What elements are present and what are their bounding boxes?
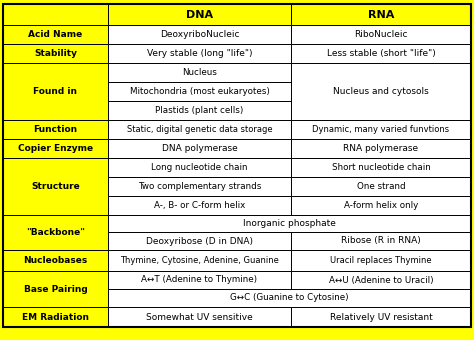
Text: Plastids (plant cells): Plastids (plant cells) <box>155 106 244 115</box>
Text: A-form helix only: A-form helix only <box>344 201 418 210</box>
Bar <box>291 271 471 289</box>
Bar <box>108 44 291 63</box>
Text: Structure: Structure <box>31 182 80 191</box>
Text: Somewhat UV sensitive: Somewhat UV sensitive <box>146 312 253 322</box>
Text: Relatively UV resistant: Relatively UV resistant <box>329 312 432 322</box>
Text: Very stable (long "life"): Very stable (long "life") <box>147 49 252 58</box>
Bar <box>3 4 108 25</box>
Text: Mitochondria (most eukaryotes): Mitochondria (most eukaryotes) <box>129 87 269 96</box>
Bar <box>291 63 471 120</box>
Text: "Backbone": "Backbone" <box>26 228 85 237</box>
Text: DeoxyriboNucleic: DeoxyriboNucleic <box>160 30 239 39</box>
Bar <box>108 196 291 215</box>
Bar <box>291 25 471 44</box>
Bar <box>3 139 108 158</box>
Bar <box>3 120 108 139</box>
Text: Copier Enzyme: Copier Enzyme <box>18 144 93 153</box>
Bar <box>3 25 108 44</box>
Bar <box>108 158 291 177</box>
Text: Uracil replaces Thymine: Uracil replaces Thymine <box>330 256 432 265</box>
Bar <box>108 271 291 289</box>
Text: RNA polymerase: RNA polymerase <box>344 144 419 153</box>
Text: Static, digital genetic data storage: Static, digital genetic data storage <box>127 125 272 134</box>
Text: A↔T (Adenine to Thymine): A↔T (Adenine to Thymine) <box>141 275 257 285</box>
Bar <box>108 289 471 307</box>
Bar <box>3 158 108 215</box>
Bar <box>3 215 108 250</box>
Text: Nucleus and cytosols: Nucleus and cytosols <box>333 87 429 96</box>
Text: DNA polymerase: DNA polymerase <box>162 144 237 153</box>
Bar <box>108 215 471 232</box>
Text: Base Pairing: Base Pairing <box>24 285 87 293</box>
Text: A↔U (Adenine to Uracil): A↔U (Adenine to Uracil) <box>328 275 433 285</box>
Text: Stability: Stability <box>34 49 77 58</box>
Text: Found in: Found in <box>34 87 78 96</box>
Bar <box>108 307 291 327</box>
Bar <box>291 232 471 250</box>
Bar <box>291 250 471 271</box>
Bar <box>108 232 291 250</box>
Bar <box>108 250 291 271</box>
Bar <box>108 120 291 139</box>
Text: Two complementary strands: Two complementary strands <box>138 182 261 191</box>
Bar <box>3 63 108 120</box>
Bar <box>291 139 471 158</box>
Bar <box>291 307 471 327</box>
Text: Nucleobases: Nucleobases <box>23 256 88 265</box>
Bar <box>108 139 291 158</box>
Bar <box>291 4 471 25</box>
Text: One strand: One strand <box>357 182 405 191</box>
Bar <box>108 101 291 120</box>
Text: RNA: RNA <box>368 10 394 19</box>
Text: Thymine, Cytosine, Adenine, Guanine: Thymine, Cytosine, Adenine, Guanine <box>120 256 279 265</box>
Bar <box>291 177 471 196</box>
Bar <box>3 307 108 327</box>
Bar <box>3 44 108 63</box>
Text: Long nucleotide chain: Long nucleotide chain <box>151 163 248 172</box>
Text: Deoxyribose (D in DNA): Deoxyribose (D in DNA) <box>146 237 253 245</box>
Text: Acid Name: Acid Name <box>28 30 82 39</box>
Bar <box>108 25 291 44</box>
Text: Less stable (short "life"): Less stable (short "life") <box>327 49 436 58</box>
Text: Inorganic phosphate: Inorganic phosphate <box>243 219 336 228</box>
Bar <box>291 44 471 63</box>
Text: Function: Function <box>34 125 78 134</box>
Bar <box>291 158 471 177</box>
Text: Dynamic, many varied funvtions: Dynamic, many varied funvtions <box>312 125 449 134</box>
Bar <box>108 4 291 25</box>
Bar <box>3 250 108 271</box>
Bar <box>291 196 471 215</box>
Text: Nucleus: Nucleus <box>182 68 217 77</box>
Text: G↔C (Guanine to Cytosine): G↔C (Guanine to Cytosine) <box>230 293 349 303</box>
Text: A-, B- or C-form helix: A-, B- or C-form helix <box>154 201 245 210</box>
Bar <box>108 82 291 101</box>
Bar <box>108 63 291 82</box>
Text: DNA: DNA <box>186 10 213 19</box>
Bar <box>291 120 471 139</box>
Text: Ribose (R in RNA): Ribose (R in RNA) <box>341 237 421 245</box>
Bar <box>108 177 291 196</box>
Text: EM Radiation: EM Radiation <box>22 312 89 322</box>
Text: Short nucleotide chain: Short nucleotide chain <box>332 163 430 172</box>
Text: RiboNucleic: RiboNucleic <box>354 30 408 39</box>
Bar <box>3 271 108 307</box>
